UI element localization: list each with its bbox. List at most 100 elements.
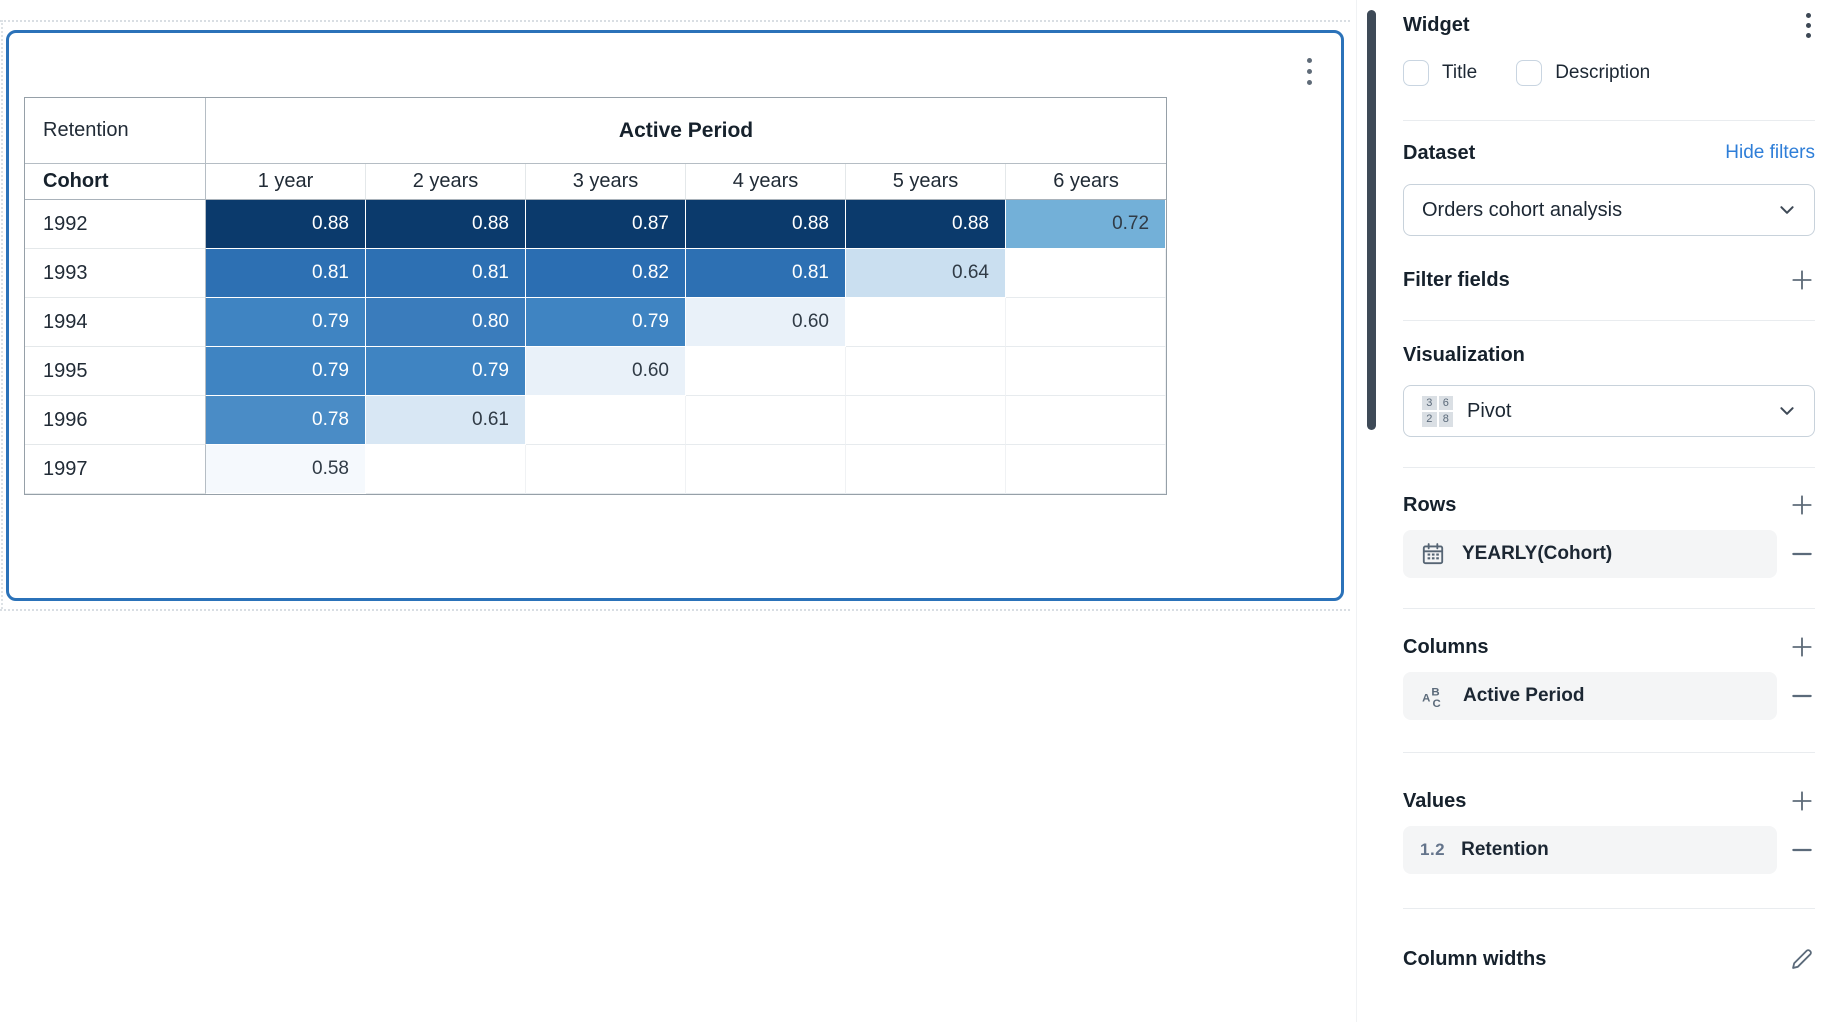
retention-value-cell: 0.88 (846, 200, 1006, 249)
rows-field-label: YEARLY(Cohort) (1462, 543, 1613, 564)
visualization-heading: Visualization (1403, 343, 1525, 366)
add-column-button[interactable] (1789, 634, 1815, 660)
description-checkbox-label: Description (1555, 62, 1651, 83)
add-filter-field-button[interactable] (1789, 267, 1815, 293)
remove-column-field-button[interactable] (1789, 683, 1815, 709)
cohort-cell: 1993 (25, 249, 206, 298)
pivot-widget[interactable]: Retention Active Period Cohort 1 year 2 y… (6, 30, 1344, 601)
numeric-12-icon: 1.2 (1420, 840, 1446, 859)
column-header: 6 years (1006, 164, 1167, 200)
table-row: 1994 0.79 0.80 0.79 0.60 (25, 298, 1167, 347)
empty-cell (1006, 298, 1167, 347)
filter-fields-heading: Filter fields (1403, 268, 1510, 291)
cohort-cell: 1992 (25, 200, 206, 249)
empty-cell (1006, 249, 1167, 298)
abc-text-icon: A B C (1420, 683, 1447, 710)
svg-text:B: B (1431, 686, 1439, 698)
columns-field-chip[interactable]: A B C Active Period (1403, 672, 1777, 720)
empty-cell (686, 396, 846, 445)
description-checkbox[interactable] (1516, 60, 1543, 86)
hide-filters-link[interactable]: Hide filters (1725, 142, 1815, 163)
column-header: 1 year (206, 164, 366, 200)
divider (1403, 608, 1815, 609)
cohort-cell: 1996 (25, 396, 206, 445)
divider (1403, 120, 1815, 121)
retention-value-cell: 0.81 (686, 249, 846, 298)
retention-value-cell: 0.60 (686, 298, 846, 347)
table-row: 1996 0.78 0.61 (25, 396, 1167, 445)
empty-cell (1006, 445, 1167, 494)
retention-value-cell: 0.72 (1006, 200, 1167, 249)
dataset-selected-value: Orders cohort analysis (1422, 198, 1623, 221)
chevron-down-icon (1778, 402, 1796, 420)
dataset-select[interactable]: Orders cohort analysis (1403, 184, 1815, 236)
visualization-selected-value: Pivot (1467, 399, 1512, 422)
pivot-header-row: Cohort 1 year 2 years 3 years 4 years 5 year… (25, 164, 1167, 200)
empty-cell (846, 445, 1006, 494)
empty-cell (1006, 347, 1167, 396)
retention-value-cell: 0.60 (526, 347, 686, 396)
retention-value-cell: 0.81 (366, 249, 526, 298)
column-widths-heading: Column widths (1403, 947, 1547, 970)
retention-value-cell: 0.79 (206, 298, 366, 347)
retention-value-cell: 0.79 (366, 347, 526, 396)
column-header: 3 years (526, 164, 686, 200)
grid-dotted-line (0, 20, 1350, 22)
table-row: 1993 0.81 0.81 0.82 0.81 0.64 (25, 249, 1167, 298)
grid-dotted-line (0, 609, 1350, 611)
retention-value-cell: 0.58 (206, 445, 366, 494)
remove-value-field-button[interactable] (1789, 837, 1815, 863)
column-header: 5 years (846, 164, 1006, 200)
panel-title: Widget (1403, 13, 1470, 36)
column-header: 2 years (366, 164, 526, 200)
empty-cell (846, 347, 1006, 396)
table-row: 1997 0.58 (25, 445, 1167, 494)
widget-menu-button[interactable] (1302, 53, 1317, 90)
measure-header-row: Retention Active Period (25, 98, 1167, 164)
rows-field-chip[interactable]: YEARLY(Cohort) (1403, 530, 1777, 578)
grid-dotted-line (1, 20, 3, 609)
empty-cell (846, 396, 1006, 445)
values-field-chip[interactable]: 1.2 Retention (1403, 826, 1777, 874)
retention-value-cell: 0.88 (366, 200, 526, 249)
retention-value-cell: 0.64 (846, 249, 1006, 298)
retention-value-cell: 0.80 (366, 298, 526, 347)
retention-value-cell: 0.82 (526, 249, 686, 298)
divider (1403, 752, 1815, 753)
table-row: 1995 0.79 0.79 0.60 (25, 347, 1167, 396)
retention-value-cell: 0.88 (206, 200, 366, 249)
retention-value-cell: 0.79 (526, 298, 686, 347)
pivot-table-body: 1992 0.88 0.88 0.87 0.88 0.88 0.72 1993 0.81 0.81… (25, 200, 1167, 494)
cohort-cell: 1997 (25, 445, 206, 494)
remove-row-field-button[interactable] (1789, 541, 1815, 567)
empty-cell (526, 396, 686, 445)
title-checkbox[interactable] (1403, 60, 1429, 86)
retention-value-cell: 0.87 (526, 200, 686, 249)
pencil-icon[interactable] (1788, 946, 1815, 973)
rows-heading: Rows (1403, 493, 1457, 516)
empty-cell (686, 347, 846, 396)
dashboard-canvas: Retention Active Period Cohort 1 year 2 y… (0, 20, 1350, 611)
divider (1403, 320, 1815, 321)
column-header: 4 years (686, 164, 846, 200)
title-checkbox-label: Title (1442, 62, 1478, 83)
empty-cell (846, 298, 1006, 347)
add-value-button[interactable] (1789, 788, 1815, 814)
add-row-button[interactable] (1789, 492, 1815, 518)
dataset-heading: Dataset (1403, 141, 1476, 164)
empty-cell (686, 445, 846, 494)
title-checkbox-row[interactable]: Title (1403, 60, 1477, 86)
column-group-header: Active Period (206, 98, 1167, 164)
description-checkbox-row[interactable]: Description (1516, 60, 1650, 86)
widget-settings-panel: Widget Title Description Dataset Hide fi… (1356, 0, 1836, 1022)
table-row: 1992 0.88 0.88 0.87 0.88 0.88 0.72 (25, 200, 1167, 249)
panel-menu-button[interactable] (1802, 9, 1815, 42)
empty-cell (1006, 396, 1167, 445)
retention-value-cell: 0.79 (206, 347, 366, 396)
panel-scrollbar[interactable] (1367, 10, 1376, 430)
empty-cell (526, 445, 686, 494)
chevron-down-icon (1778, 201, 1796, 219)
cohort-cell: 1994 (25, 298, 206, 347)
